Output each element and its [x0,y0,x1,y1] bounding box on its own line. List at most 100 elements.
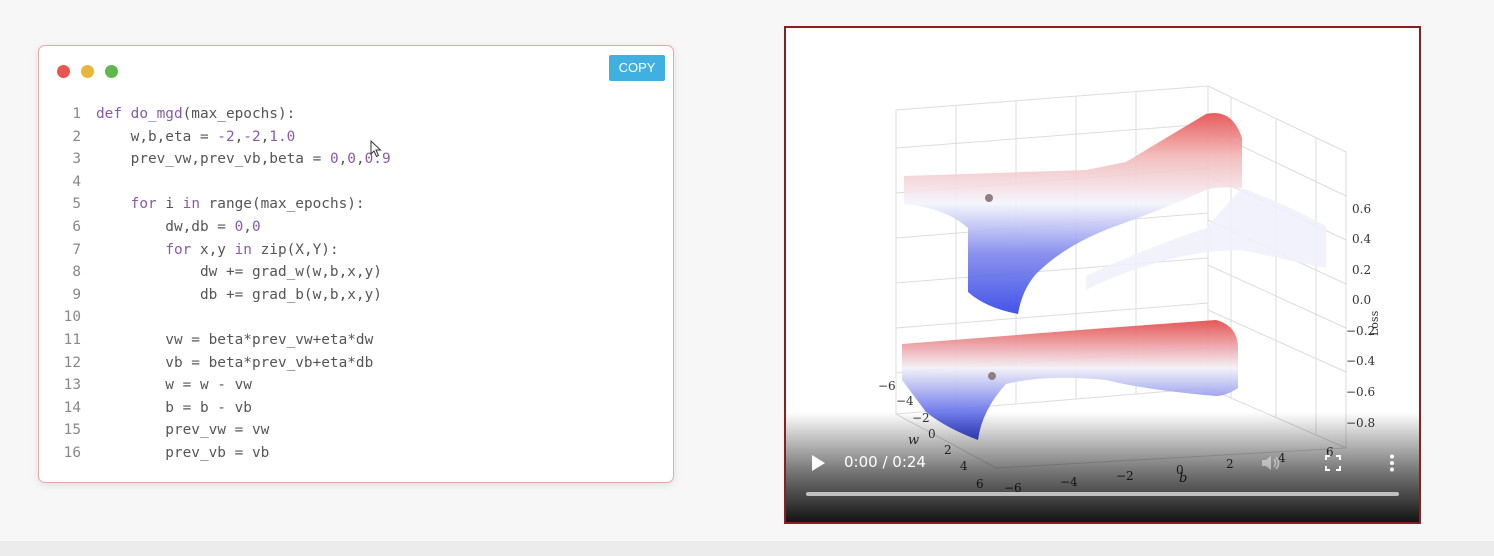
line-number: 5 [72,196,81,213]
code-token [96,196,131,212]
code-token: in [182,196,200,213]
mouse-cursor-icon [370,140,382,158]
code-line: 3 prev_vw,prev_vb,beta = 0,0,0.9 [39,148,391,171]
video-controls: 0:00 / 0:24 [786,412,1419,522]
code-line: 4 [39,171,391,194]
fullscreen-icon[interactable] [1325,455,1341,471]
progress-bar[interactable] [806,492,1399,496]
z-axis-tick: −0.6 [1346,385,1375,399]
code-text: def do_mgd(max_epochs): [81,103,295,126]
more-vert-icon[interactable] [1389,454,1395,472]
line-number: 10 [63,309,81,326]
line-number: 7 [72,241,81,258]
code-token: 0 [234,218,244,235]
play-icon[interactable] [810,454,826,472]
code-token: , [243,218,252,235]
code-line: 15 prev_vw = vw [39,419,391,442]
code-token: for [130,196,157,213]
code-line: 10 [39,306,391,329]
code-token: 1.0 [269,128,296,145]
line-number: 2 [72,128,81,145]
code-token: , [234,128,244,145]
code-token: -2 [217,128,235,145]
code-token: zip(X,Y): [251,241,339,258]
page-bottom-bar [0,541,1494,556]
code-token [96,242,165,258]
z-axis-tick: −0.2 [1346,324,1375,338]
z-axis-tick: 0.4 [1352,232,1371,246]
code-token: w,b,eta = [96,128,218,145]
code-token: dw += grad_w(w,b,x,y) [96,264,382,281]
code-line: 9 db += grad_b(w,b,x,y) [39,284,391,307]
line-number: 4 [72,173,81,190]
code-token: vb = beta*prev_vb+eta*db [96,354,374,371]
code-text: for x,y in zip(X,Y): [81,239,339,262]
line-number: 3 [72,151,81,168]
code-text: db += grad_b(w,b,x,y) [81,284,382,307]
loss-surface-plot: 0.60.40.20.0−0.2−0.4−0.6−0.8 Loss −6−4−2… [878,85,1381,495]
volume-icon[interactable] [1261,454,1283,472]
code-text: dw,db = 0,0 [81,216,261,239]
code-line: 14 b = b - vb [39,397,391,420]
copy-button[interactable]: COPY [609,55,665,81]
code-text: vb = beta*prev_vb+eta*db [81,352,373,375]
code-text: w = w - vw [81,374,252,397]
code-token: 0 [251,218,261,235]
code-token: 0.9 [364,151,391,168]
code-line: 13 w = w - vw [39,374,391,397]
time-display: 0:00 / 0:24 [844,453,926,471]
code-token: , [355,151,365,168]
line-number: 13 [63,377,81,394]
window-minimize-dot [81,65,94,78]
code-token: range(max_epochs): [199,196,365,213]
line-number: 11 [63,331,81,348]
line-number: 6 [72,218,81,235]
line-number: 14 [63,399,81,416]
code-text: prev_vw,prev_vb,beta = 0,0,0.9 [81,148,391,171]
z-axis-label: Loss [1368,310,1381,336]
code-token: i [156,196,183,213]
code-text: for i in range(max_epochs): [81,193,365,216]
window-close-dot [57,65,70,78]
code-token: dw,db = [96,218,235,235]
code-token: vw = beta*prev_vw+eta*dw [96,331,374,348]
code-token: db += grad_b(w,b,x,y) [96,286,382,303]
code-line: 11 vw = beta*prev_vw+eta*dw [39,329,391,352]
line-number: 16 [63,444,81,461]
code-token: 0 [329,151,339,168]
code-token: def [96,106,131,122]
code-window: COPY 1 def do_mgd(max_epochs): 2 w,b,eta =… [38,45,674,483]
code-block: 1 def do_mgd(max_epochs): 2 w,b,eta = -2,-… [39,103,391,465]
code-token: , [260,128,270,145]
code-line: 6 dw,db = 0,0 [39,216,391,239]
code-token: -2 [243,128,261,145]
code-line: 8 dw += grad_w(w,b,x,y) [39,261,391,284]
code-text: prev_vb = vb [81,442,269,465]
code-token: prev_vw = vw [96,422,270,439]
z-axis-tick: 0.0 [1352,293,1371,307]
code-token: x,y [191,241,235,258]
line-number: 9 [72,286,81,303]
window-maximize-dot [105,65,118,78]
code-text: prev_vw = vw [81,419,269,442]
code-token: prev_vb = vb [96,444,270,461]
code-line: 7 for x,y in zip(X,Y): [39,239,391,262]
line-number: 12 [63,354,81,371]
z-axis-tick: 0.2 [1352,263,1371,277]
code-text: b = b - vb [81,397,252,420]
z-axis-tick: 0.6 [1352,202,1371,216]
code-token: in [234,241,252,258]
line-number: 1 [72,106,81,122]
code-token: do_mgd [130,106,183,122]
video-player[interactable]: 0.60.40.20.0−0.2−0.4−0.6−0.8 Loss −6−4−2… [784,26,1421,524]
code-text: w,b,eta = -2,-2,1.0 [81,126,296,149]
code-token: (max_epochs): [182,106,296,122]
code-text: dw += grad_w(w,b,x,y) [81,261,382,284]
code-text: vw = beta*prev_vw+eta*dw [81,329,373,352]
code-token: 0 [347,151,356,168]
z-axis-tick: −0.4 [1346,354,1376,368]
w-axis-tick: −6 [878,379,896,393]
code-token: b = b - vb [96,399,252,416]
code-token: , [338,151,348,168]
line-number: 15 [63,422,81,439]
